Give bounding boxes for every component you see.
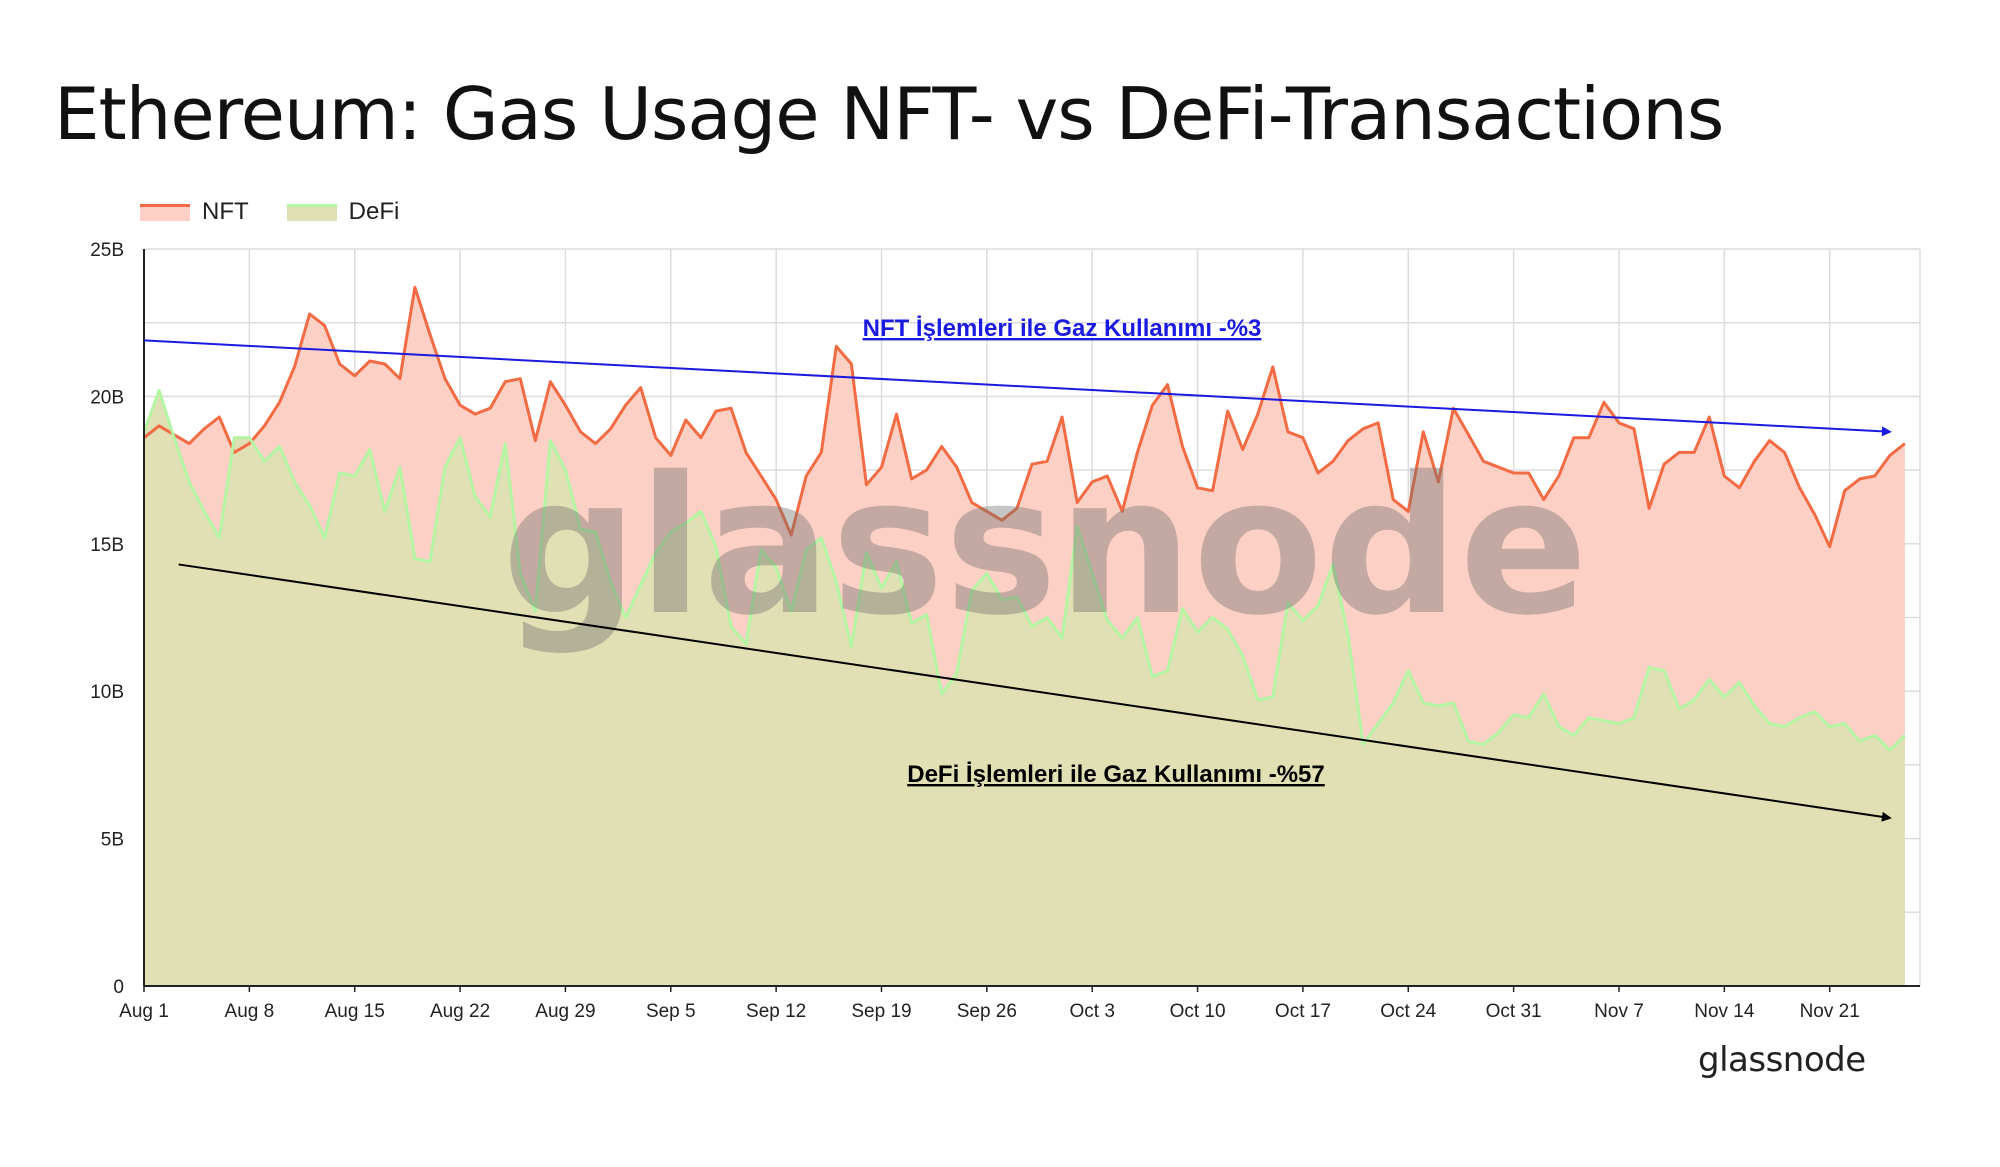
trend-arrow-nft xyxy=(143,339,1892,437)
legend-swatch-defi xyxy=(286,203,337,221)
watermark-text: glassnode xyxy=(502,436,1588,657)
y-tick-label: 20B xyxy=(90,387,124,408)
x-tick-label: Sep 12 xyxy=(746,1001,806,1022)
x-tick-label: Nov 21 xyxy=(1800,1001,1860,1022)
x-tick-label: Aug 15 xyxy=(325,1001,385,1022)
legend-item-defi[interactable]: DeFi xyxy=(286,198,400,226)
x-tick-label: Oct 17 xyxy=(1275,1001,1331,1022)
y-tick-label: 5B xyxy=(101,830,124,851)
x-tick-label: Sep 26 xyxy=(957,1001,1017,1022)
legend-label-defi: DeFi xyxy=(348,198,400,225)
series-area-defi xyxy=(144,390,1905,986)
trend-arrow-defi xyxy=(178,563,1892,822)
x-tick-label: Oct 24 xyxy=(1380,1001,1436,1022)
y-tick-label: 0 xyxy=(113,977,124,998)
annotation-label-defi: DeFi İşlemleri ile Gaz Kullanımı -%57 xyxy=(907,761,1324,788)
series-line-defi xyxy=(142,389,1906,752)
x-tick-label: Nov 7 xyxy=(1594,1001,1644,1022)
x-tick-label: Aug 22 xyxy=(430,1001,490,1022)
x-tick-label: Sep 19 xyxy=(851,1001,911,1022)
chart-title: Ethereum: Gas Usage NFT- vs DeFi-Transac… xyxy=(54,72,1724,156)
legend-swatch-nft xyxy=(140,203,190,221)
legend-label-nft: NFT xyxy=(202,198,249,225)
annotation-label-nft: NFT İşlemleri ile Gaz Kullanımı -%3 xyxy=(863,315,1262,342)
x-tick-label: Sep 5 xyxy=(646,1001,696,1022)
y-tick-label: 15B xyxy=(90,535,124,556)
x-tick-label: Oct 3 xyxy=(1070,1001,1115,1022)
y-tick-label: 25B xyxy=(90,240,124,261)
legend-item-nft[interactable]: NFT xyxy=(140,198,249,226)
brand-logo-text: glassnode xyxy=(1698,1040,1866,1080)
x-tick-label: Aug 1 xyxy=(119,1001,169,1022)
x-tick-label: Aug 8 xyxy=(225,1001,275,1022)
chart-legend: NFT DeFi xyxy=(140,198,437,226)
y-tick-label: 10B xyxy=(90,682,124,703)
x-tick-label: Aug 29 xyxy=(535,1001,595,1022)
x-tick-label: Oct 10 xyxy=(1170,1001,1226,1022)
series-group xyxy=(142,285,1906,986)
x-tick-label: Oct 31 xyxy=(1486,1001,1542,1022)
x-tick-label: Nov 14 xyxy=(1694,1001,1755,1022)
